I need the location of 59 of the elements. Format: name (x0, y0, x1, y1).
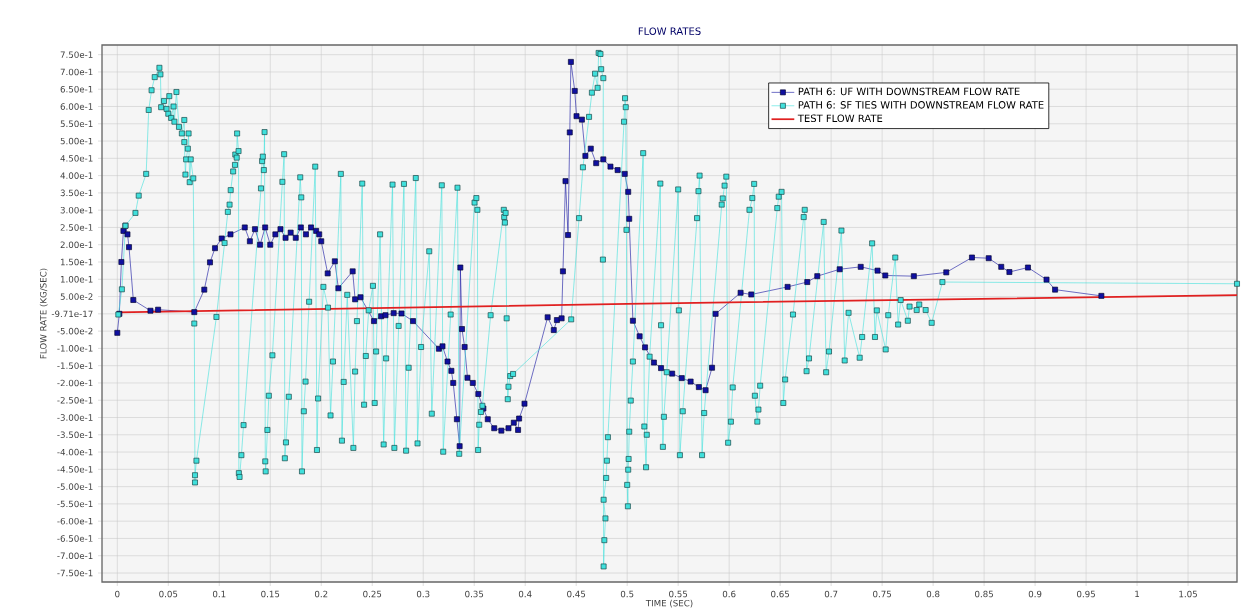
y-tick-label: -2.50e-1 (57, 397, 93, 404)
x-tick-label: 0.15 (261, 590, 280, 598)
x-tick-label: 0.05 (159, 590, 178, 598)
y-tick-label: 4.50e-1 (60, 155, 93, 162)
y-tick-label: 2.50e-1 (60, 224, 93, 231)
y-tick-label: 4.00e-1 (60, 172, 93, 179)
y-tick-label: -7.50e-1 (57, 569, 93, 577)
y-tick-label: -9.71e-17 (51, 310, 93, 318)
y-tick-label: 1.50e-1 (60, 258, 93, 266)
y-tick-label: -5.50e-1 (57, 500, 93, 508)
x-tick-label: 0.3 (416, 590, 430, 598)
x-tick-label: 0.25 (363, 590, 382, 598)
y-tick-label: -6.50e-1 (57, 535, 93, 542)
x-tick-label: 0.95 (1077, 590, 1095, 598)
x-tick-label: 0.7 (824, 590, 838, 598)
x-tick-label: 0.85 (975, 590, 993, 598)
y-tick-label: 5.50e-1 (60, 120, 93, 128)
y-tick-label: 3.00e-1 (60, 206, 93, 214)
y-tick-label: 2.00e-1 (60, 241, 93, 249)
y-tick-label: 6.00e-1 (60, 103, 93, 110)
x-tick-label: 1 (1135, 590, 1140, 598)
x-tick-label: 0.45 (567, 590, 586, 598)
y-tick-label: 5.00e-1 (60, 137, 93, 145)
y-tick-label: -3.50e-1 (57, 431, 93, 439)
x-tick-label: 0.65 (771, 590, 790, 598)
x-tick-label: 0.1 (212, 590, 226, 598)
legend-label: PATH 6: UF WITH DOWNSTREAM FLOW RATE (798, 87, 1020, 96)
x-tick-label: 0.4 (518, 590, 532, 598)
y-tick-label: -5.00e-2 (57, 327, 93, 335)
x-axis-title: TIME (SEC) (645, 599, 693, 608)
x-tick-label: 0.5 (620, 590, 634, 598)
x-tick-label: 1.05 (1179, 590, 1197, 598)
x-tick-label: 0.8 (926, 590, 940, 598)
y-tick-label: -4.00e-1 (57, 448, 93, 456)
x-tick-label: 0.9 (1028, 590, 1042, 598)
y-axis-title: FLOW RATE (KG/SEC) (39, 268, 48, 359)
y-tick-label: 1.00e-1 (60, 276, 93, 283)
y-tick-label: -3.00e-1 (57, 414, 93, 421)
y-tick-label: -5.00e-1 (57, 483, 93, 490)
chart-title: FLOW RATES (638, 27, 701, 35)
y-tick-label: -4.50e-1 (57, 466, 93, 473)
x-tick-label: 0.6 (722, 590, 736, 598)
y-tick-label: -1.00e-1 (57, 345, 93, 352)
y-tick-label: 3.50e-1 (60, 189, 93, 197)
y-tick-label: -1.50e-1 (57, 362, 93, 369)
x-tick-label: 0 (115, 590, 120, 598)
legend-label: PATH 6: SF TIES WITH DOWNSTREAM FLOW RATE (798, 101, 1044, 109)
x-tick-label: 0.75 (873, 590, 892, 598)
legend-label: TEST FLOW RATE (797, 114, 883, 123)
y-tick-label: -7.00e-1 (57, 552, 93, 560)
x-tick-label: 0.35 (465, 590, 484, 598)
x-tick-label: 0.2 (314, 590, 328, 598)
y-tick-label: 7.00e-1 (60, 68, 93, 76)
y-tick-label: 7.50e-1 (60, 51, 93, 58)
y-tick-label: 6.50e-1 (60, 86, 93, 93)
x-tick-label: 0.55 (669, 590, 688, 598)
y-tick-label: 5.00e-2 (60, 293, 93, 300)
y-tick-label: -6.00e-1 (57, 517, 93, 525)
y-tick-label: -2.00e-1 (57, 379, 93, 387)
